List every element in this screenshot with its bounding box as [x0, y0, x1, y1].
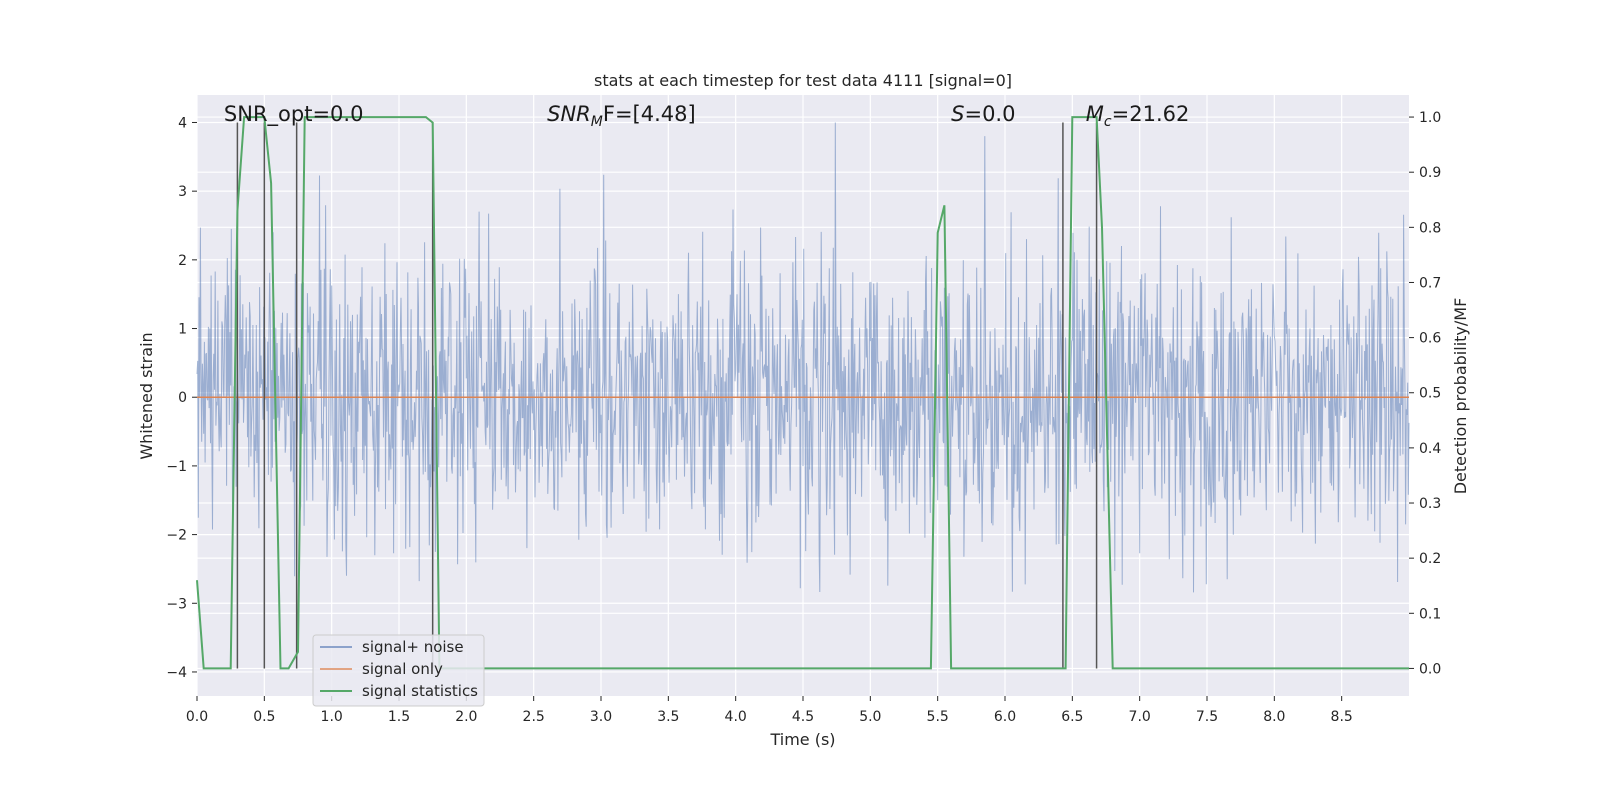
vertical-lines	[236, 122, 1098, 669]
x-tick-label-17: 8.5	[1331, 709, 1353, 725]
noise-line	[196, 122, 1410, 593]
y-right-tick-label-8: 0.8	[1419, 220, 1441, 236]
y-right-tick-label-7: 0.7	[1419, 275, 1441, 291]
annotations: SNR_opt=0.0 SNRMF=[4.48] S=0.0 Mc=21.62	[224, 102, 1189, 130]
x-tick-label-5: 2.5	[523, 709, 545, 725]
x-tick-label-14: 7.0	[1129, 709, 1151, 725]
y-right-tick-label-2: 0.2	[1419, 551, 1441, 567]
y-right-tick-label-5: 0.5	[1419, 386, 1441, 402]
y-right-tick-label-4: 0.4	[1419, 441, 1441, 457]
x-tick-label-1: 0.5	[253, 709, 275, 725]
y-left-tick-label-6: 2	[178, 253, 187, 269]
x-axis-label: Time (s)	[769, 730, 835, 749]
x-tick-label-10: 5.0	[859, 709, 881, 725]
y-left-tick-label-5: 1	[178, 322, 187, 338]
y-left-tick-label-8: 4	[178, 115, 187, 131]
annotation-1: SNRMF=[4.48]	[547, 102, 696, 130]
y-left-tick-label-1: −3	[166, 596, 187, 612]
x-tick-label-7: 3.5	[657, 709, 679, 725]
x-tick-label-2: 1.0	[321, 709, 343, 725]
y-right-tick-label-0: 0.0	[1419, 661, 1441, 677]
legend-label-statistics: signal statistics	[362, 682, 478, 700]
legend: signal+ noise signal only signal statist…	[312, 634, 485, 707]
y-left-tick-label-3: −1	[166, 459, 187, 475]
annotation-3: Mc=21.62	[1086, 102, 1190, 130]
x-tick-label-3: 1.5	[388, 709, 410, 725]
legend-box	[312, 634, 485, 707]
x-tick-label-16: 8.0	[1263, 709, 1285, 725]
x-tick-label-9: 4.5	[792, 709, 814, 725]
legend-label-noise: signal+ noise	[362, 638, 464, 656]
y-axis-right-label: Detection probability/MF	[1451, 298, 1470, 495]
annotation-2: S=0.0	[951, 102, 1015, 126]
y-left-tick-label-2: −2	[166, 528, 187, 544]
y-right-tick-label-3: 0.3	[1419, 496, 1441, 512]
annotation-0: SNR_opt=0.0	[224, 102, 364, 127]
y-right-tick-label-1: 0.1	[1419, 606, 1441, 622]
x-tick-label-0: 0.0	[186, 709, 208, 725]
chart-title: stats at each timestep for test data 411…	[594, 71, 1012, 90]
x-tick-label-6: 3.0	[590, 709, 612, 725]
y-left-tick-label-7: 3	[178, 184, 187, 200]
y-axis-left: −4 −3 −2 −1 0 1 2 3 4	[166, 115, 197, 681]
x-tick-label-12: 6.0	[994, 709, 1016, 725]
y-left-tick-label-0: −4	[166, 665, 187, 681]
y-right-tick-label-10: 1.0	[1419, 110, 1441, 126]
x-tick-label-15: 7.5	[1196, 709, 1218, 725]
y-left-tick-label-4: 0	[178, 390, 187, 406]
x-axis: 0.0 0.5 1.0 1.5 2.0 2.5 3.0 3.5 4.0 4.5 5.0 5.5 6.0 6…	[186, 696, 1353, 725]
y-right-tick-label-6: 0.6	[1419, 331, 1441, 347]
x-tick-label-8: 4.0	[725, 709, 747, 725]
x-tick-label-13: 6.5	[1061, 709, 1083, 725]
x-tick-label-4: 2.0	[455, 709, 477, 725]
legend-label-signal: signal only	[362, 660, 443, 678]
y-right-tick-label-9: 0.9	[1419, 165, 1441, 181]
y-axis-left-label: Whitened strain	[137, 332, 156, 459]
x-tick-label-11: 5.5	[927, 709, 949, 725]
series-signal-noise	[196, 122, 1410, 593]
y-axis-right: 0.0 0.1 0.2 0.3 0.4 0.5 0.6 0.7 0.8 0.9 1.0	[1409, 110, 1441, 677]
